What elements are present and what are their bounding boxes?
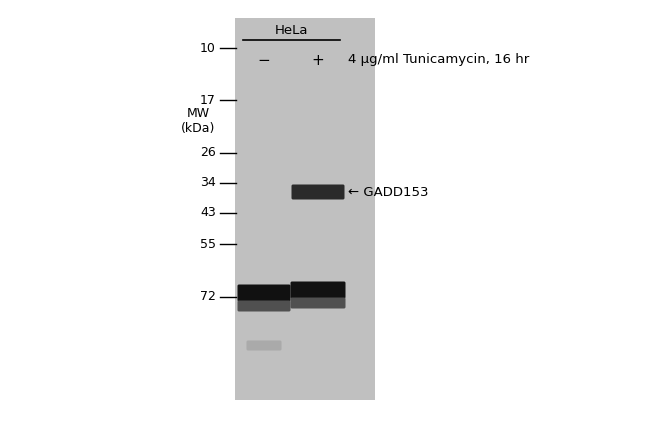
Text: 55: 55 [200, 238, 216, 251]
FancyBboxPatch shape [291, 298, 346, 308]
Text: MW
(kDa): MW (kDa) [181, 107, 215, 135]
FancyBboxPatch shape [237, 284, 291, 301]
Text: HeLa: HeLa [274, 24, 307, 37]
Text: 34: 34 [200, 176, 216, 189]
Text: +: + [311, 53, 324, 68]
Text: 10: 10 [200, 41, 216, 54]
Text: ← GADD153: ← GADD153 [348, 186, 428, 198]
FancyBboxPatch shape [237, 300, 291, 311]
Text: 26: 26 [200, 146, 216, 160]
FancyBboxPatch shape [291, 184, 344, 200]
Text: 72: 72 [200, 290, 216, 303]
Bar [235, 18, 375, 400]
FancyBboxPatch shape [291, 281, 346, 298]
Text: −: − [257, 53, 270, 68]
Text: 43: 43 [200, 206, 216, 219]
Text: 4 μg/ml Tunicamycin, 16 hr: 4 μg/ml Tunicamycin, 16 hr [348, 53, 529, 66]
FancyBboxPatch shape [246, 341, 281, 351]
Text: 17: 17 [200, 94, 216, 106]
